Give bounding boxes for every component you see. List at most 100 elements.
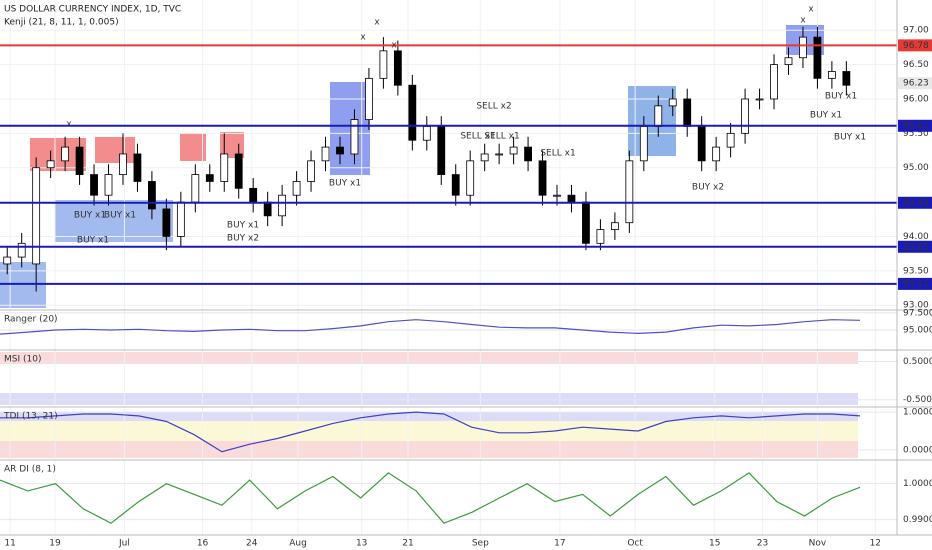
candle-body xyxy=(813,36,822,79)
y-tick-label: 0.0000 xyxy=(903,445,932,455)
candle-body xyxy=(292,181,301,196)
y-tick-label: 95.00 xyxy=(903,163,929,173)
candle-body xyxy=(509,146,518,155)
candle-body xyxy=(191,174,200,203)
candle-body xyxy=(668,98,677,107)
signal-label: BUY x1 xyxy=(74,211,106,221)
candle-body xyxy=(61,146,70,162)
candle-body xyxy=(365,77,373,121)
zone xyxy=(628,86,676,156)
indicator-line xyxy=(0,472,861,524)
x-tick-label: 19 xyxy=(49,539,61,549)
y-tick-label: 94.00 xyxy=(903,232,929,242)
candle-body xyxy=(639,126,648,162)
zone xyxy=(180,133,206,161)
y-tick-label: 93.00 xyxy=(903,301,929,311)
candle-body xyxy=(755,98,764,101)
level-tag xyxy=(898,39,932,52)
signal-label: BUY x2 xyxy=(692,183,724,193)
candle-body xyxy=(524,146,532,162)
signal-label: BUY x2 xyxy=(227,234,259,244)
candle-body xyxy=(408,84,417,141)
candle-body xyxy=(278,194,287,217)
candle-body xyxy=(205,174,214,182)
candle-body xyxy=(234,153,243,189)
y-tick-label: 95.0000 xyxy=(903,326,932,336)
candle-body xyxy=(3,256,12,265)
candle-body xyxy=(726,132,735,148)
x-tick-label: Aug xyxy=(289,539,307,549)
signal-label: x xyxy=(800,16,806,26)
level-tag xyxy=(898,196,932,209)
indicator-line xyxy=(0,411,861,453)
signal-label: x xyxy=(808,5,814,15)
signal-label: x xyxy=(391,41,397,51)
y-tick-label: 95.50 xyxy=(903,129,929,139)
candle-body xyxy=(350,119,359,155)
zone xyxy=(330,82,370,175)
signal-label: BUY x1 xyxy=(104,211,136,221)
candle-body xyxy=(148,181,156,210)
x-tick-label: 16 xyxy=(197,539,209,549)
level-tag xyxy=(898,119,932,132)
candle-body xyxy=(654,105,663,127)
candle-body xyxy=(162,208,171,237)
candle-body xyxy=(741,98,749,134)
y-tick-label: 96.50 xyxy=(903,60,929,70)
level-label: 93.31 xyxy=(903,279,929,289)
level-label: 94.49 xyxy=(903,198,929,208)
candle-body xyxy=(75,146,84,175)
signal-label: SELL x2 xyxy=(476,102,511,112)
pane-title: MSI (10) xyxy=(4,355,41,365)
candle-body xyxy=(119,153,127,175)
candle-body xyxy=(466,160,475,196)
candle-body xyxy=(393,50,402,86)
candle-body xyxy=(697,126,706,162)
candle-body xyxy=(842,71,851,86)
band xyxy=(0,352,858,364)
level-label: 96.78 xyxy=(903,41,929,51)
indicator-line xyxy=(0,319,861,335)
x-tick-label: 15 xyxy=(709,539,720,549)
candle-body xyxy=(90,174,98,196)
candle-body xyxy=(321,146,330,162)
pane-title: TDI (13, 21) xyxy=(3,412,58,422)
candle-body xyxy=(263,201,272,217)
candle-body xyxy=(712,146,721,162)
y-tick-label: -0.5000 xyxy=(903,395,932,405)
candle-body xyxy=(32,167,41,265)
candle-body xyxy=(596,229,605,244)
y-tick-label: 0.9900 xyxy=(903,515,932,525)
signal-label: x xyxy=(66,120,72,130)
last-label: 96.23 xyxy=(903,79,929,89)
band xyxy=(0,412,858,421)
level-tag xyxy=(898,240,932,253)
candle-body xyxy=(104,174,113,196)
x-tick-label: Nov xyxy=(809,539,827,549)
signal-label: x xyxy=(374,18,380,28)
x-tick-label: Jul xyxy=(118,539,130,549)
price-axis xyxy=(897,0,932,550)
candle-body xyxy=(422,126,431,141)
x-tick-label: Oct xyxy=(627,539,643,549)
candle-body xyxy=(538,160,547,196)
candle-body xyxy=(784,57,793,66)
indicator-label: Kenji (21, 8, 11, 1, 0.005) xyxy=(4,18,119,28)
x-tick-label: 23 xyxy=(757,539,768,549)
candle-body xyxy=(220,153,229,182)
candle-body xyxy=(307,160,315,182)
candle-body xyxy=(379,50,388,79)
chart-title: US DOLLAR CURRENCY INDEX, 1D, TVC xyxy=(4,5,181,15)
candle-body xyxy=(625,160,634,224)
candle-body xyxy=(437,126,446,175)
x-tick-label: 13 xyxy=(356,539,367,549)
band xyxy=(0,421,858,441)
level-label: 93.85 xyxy=(903,242,929,252)
signal-label: SELL x1 xyxy=(540,149,575,159)
candle-body xyxy=(495,153,504,156)
candle-body xyxy=(46,160,55,169)
candle-body xyxy=(336,146,344,155)
candle-body xyxy=(770,64,778,100)
pane-title: AR DI (8, 1) xyxy=(4,465,56,475)
